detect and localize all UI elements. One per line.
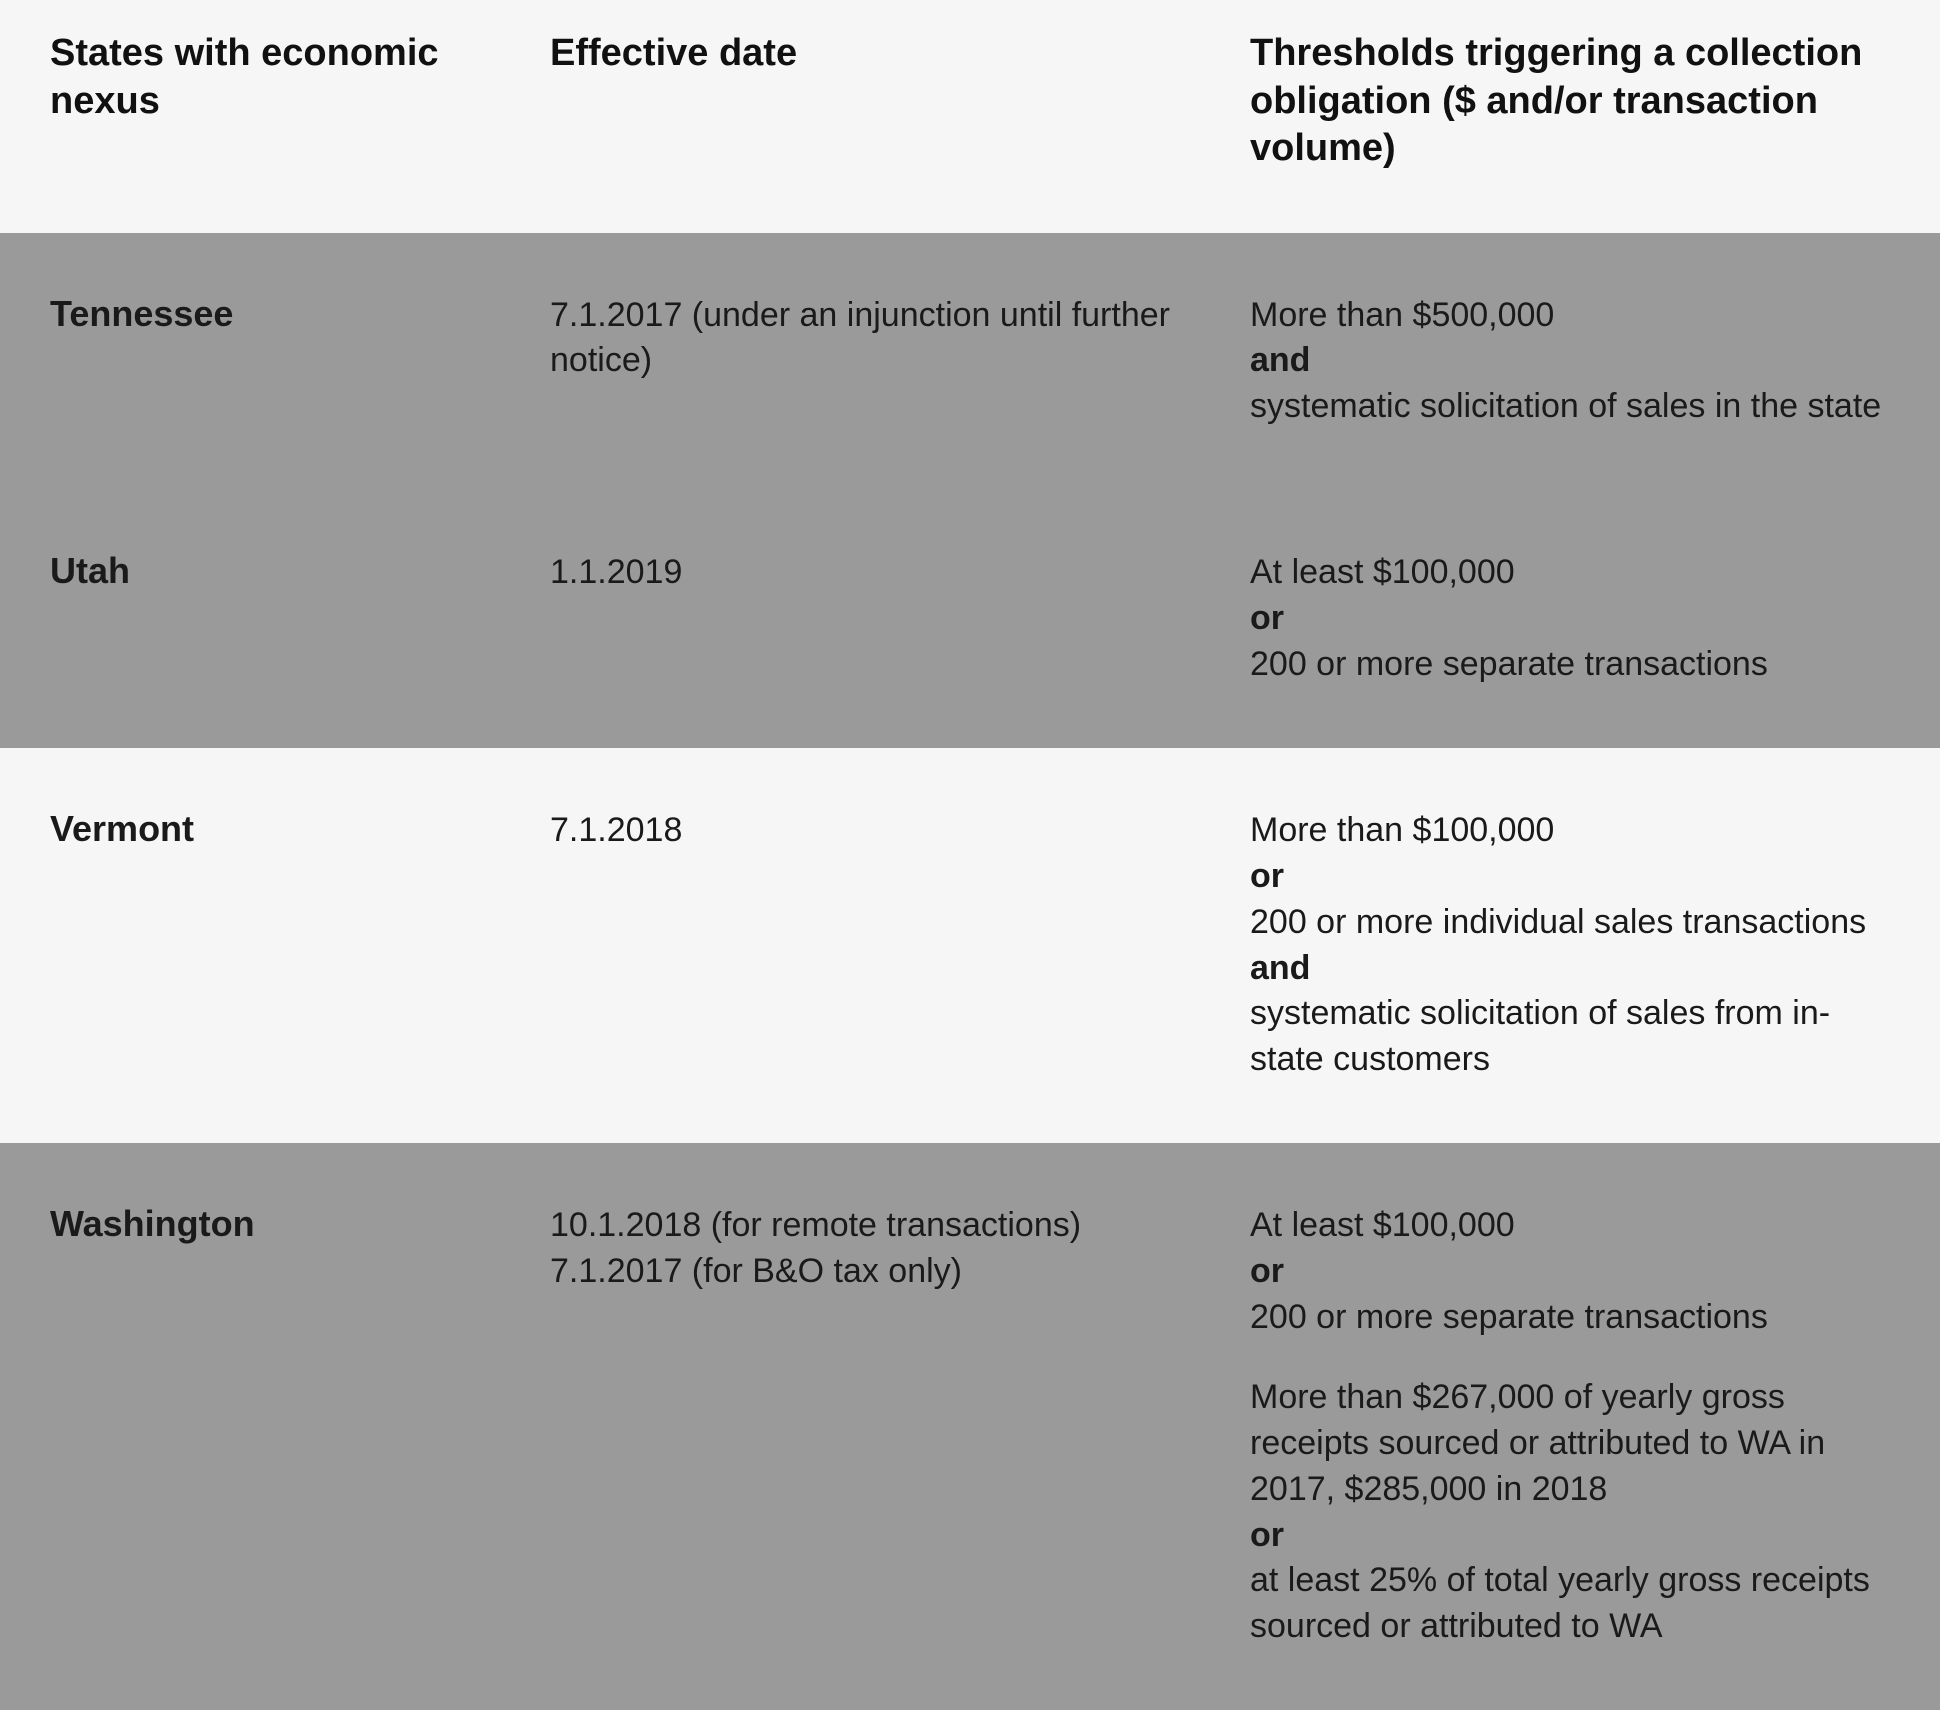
threshold-cell: More than $500,000 and systematic solici… bbox=[1250, 293, 1890, 431]
threshold-line: More than $100,000 bbox=[1250, 808, 1890, 854]
threshold-op: and bbox=[1250, 338, 1890, 384]
threshold-line: At least $100,000 bbox=[1250, 1203, 1890, 1249]
table-header-row: States with economic nexus Effective dat… bbox=[0, 0, 1940, 233]
threshold-cell: At least $100,000 or 200 or more separat… bbox=[1250, 550, 1890, 688]
table-row: Washington 10.1.2018 (for remote transac… bbox=[0, 1143, 1940, 1710]
threshold-line: systematic solicitation of sales from in… bbox=[1250, 991, 1890, 1083]
date-cell: 7.1.2017 (under an injunction until furt… bbox=[550, 293, 1250, 431]
threshold-line: at least 25% of total yearly gross recei… bbox=[1250, 1558, 1890, 1650]
threshold-line: 200 or more individual sales transaction… bbox=[1250, 900, 1890, 946]
threshold-op: and bbox=[1250, 946, 1890, 992]
threshold-cell: More than $100,000 or 200 or more indivi… bbox=[1250, 808, 1890, 1083]
threshold-line: More than $500,000 bbox=[1250, 293, 1890, 339]
state-cell: Utah bbox=[50, 550, 550, 688]
date-cell: 1.1.2019 bbox=[550, 550, 1250, 688]
date-cell: 7.1.2018 bbox=[550, 808, 1250, 1083]
threshold-line: More than $267,000 of yearly gross recei… bbox=[1250, 1375, 1890, 1513]
threshold-op: or bbox=[1250, 1249, 1890, 1295]
date-cell: 10.1.2018 (for remote transactions) 7.1.… bbox=[550, 1203, 1250, 1650]
table-row: Utah 1.1.2019 At least $100,000 or 200 o… bbox=[0, 490, 1940, 748]
threshold-op: or bbox=[1250, 854, 1890, 900]
threshold-line: At least $100,000 bbox=[1250, 550, 1890, 596]
state-cell: Vermont bbox=[50, 808, 550, 1083]
nexus-table: States with economic nexus Effective dat… bbox=[0, 0, 1940, 1710]
threshold-op: or bbox=[1250, 1513, 1890, 1559]
state-cell: Washington bbox=[50, 1203, 550, 1650]
threshold-cell: At least $100,000 or 200 or more separat… bbox=[1250, 1203, 1890, 1650]
table-row: Tennessee 7.1.2017 (under an injunction … bbox=[0, 233, 1940, 491]
col-header-date: Effective date bbox=[550, 30, 1250, 173]
threshold-line: 200 or more separate transactions bbox=[1250, 642, 1890, 688]
threshold-op: or bbox=[1250, 596, 1890, 642]
state-cell: Tennessee bbox=[50, 293, 550, 431]
threshold-line: systematic solicitation of sales in the … bbox=[1250, 384, 1890, 430]
col-header-threshold: Thresholds triggering a collection oblig… bbox=[1250, 30, 1890, 173]
spacer bbox=[1250, 1341, 1890, 1375]
date-line: 7.1.2017 (for B&O tax only) bbox=[550, 1249, 1220, 1295]
table-row: Vermont 7.1.2018 More than $100,000 or 2… bbox=[0, 748, 1940, 1143]
col-header-state: States with economic nexus bbox=[50, 30, 550, 173]
date-line: 10.1.2018 (for remote transactions) bbox=[550, 1203, 1220, 1249]
threshold-line: 200 or more separate transactions bbox=[1250, 1295, 1890, 1341]
